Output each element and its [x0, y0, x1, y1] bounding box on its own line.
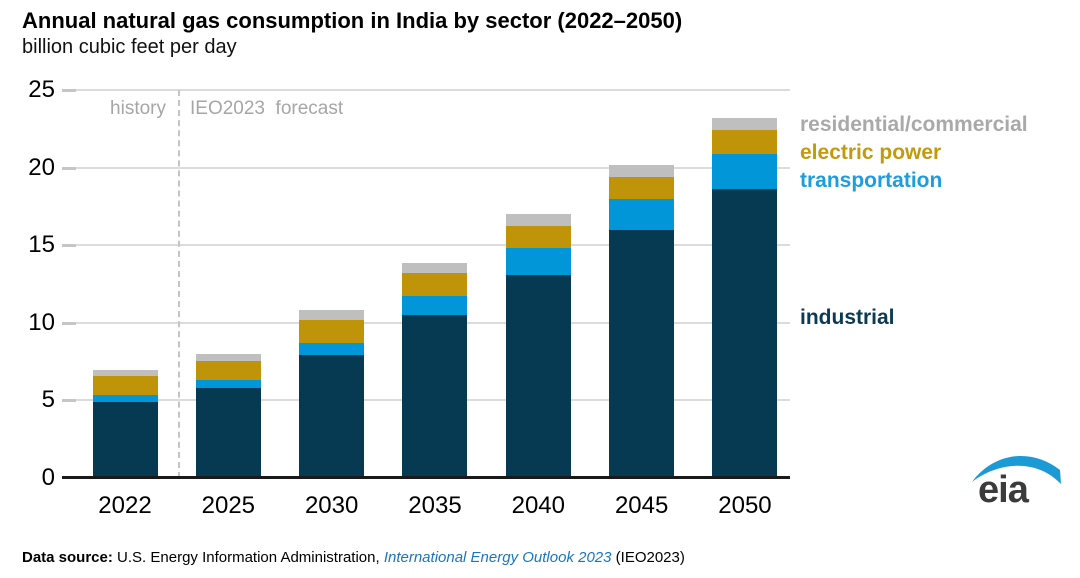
y-tick-label-0: 0 — [41, 464, 55, 491]
y-tick-label-15: 15 — [28, 231, 55, 259]
x-tick-label-2030: 2030 — [304, 492, 359, 519]
bar-segment-2022-residential-commercial — [92, 370, 158, 377]
bar-segment-2022-industrial — [92, 401, 158, 478]
bar-segment-2022-transportation — [92, 394, 158, 402]
eia-swoosh-icon — [972, 456, 1061, 484]
chart-units-subtitle: billion cubic feet per day — [22, 36, 237, 58]
x-tick-label-2045: 2045 — [614, 492, 669, 519]
bar-segment-2030-industrial — [299, 355, 365, 478]
data-source-label: Data source: — [22, 549, 113, 566]
bar-segment-2030-electric-power — [299, 320, 365, 343]
bar-segment-2050-industrial — [712, 189, 778, 478]
x-tick-label-2025: 2025 — [201, 492, 256, 519]
bar-segment-2040-transportation — [505, 248, 571, 275]
data-source-text: U.S. Energy Information Administration, — [112, 549, 384, 566]
y-tick-25 — [62, 89, 76, 92]
bar-segment-2035-residential-commercial — [402, 263, 468, 274]
legend-residential-commercial: residential/commercial — [800, 113, 1028, 136]
bar-segment-2025-industrial — [195, 387, 261, 478]
y-tick-label-20: 20 — [28, 153, 55, 181]
bar-segment-2035-industrial — [402, 315, 468, 478]
x-tick-label-2022: 2022 — [98, 492, 152, 519]
y-tick-label-5: 5 — [41, 386, 55, 414]
bar-segment-2045-industrial — [609, 229, 675, 478]
bar-segment-2050-transportation — [712, 153, 778, 190]
y-tick-label-10: 10 — [28, 308, 55, 336]
bar-segment-2022-electric-power — [92, 376, 158, 395]
data-source-note: Data source: U.S. Energy Information Adm… — [22, 549, 685, 566]
bar-segment-2040-industrial — [505, 274, 571, 478]
legend-industrial: industrial — [800, 306, 895, 329]
bar-segment-2040-residential-commercial — [505, 214, 571, 226]
history-annotation: history — [110, 98, 166, 119]
eia-logo-graphic: eia — [972, 456, 1061, 511]
x-axis-baseline — [62, 476, 790, 479]
x-tick-label-2040: 2040 — [511, 492, 565, 519]
bar-segment-2040-electric-power — [505, 225, 571, 249]
y-tick-20 — [62, 166, 76, 170]
y-tick-label-25: 25 — [28, 76, 55, 103]
gridline-y-15 — [62, 244, 790, 247]
gridline-y-25 — [62, 89, 790, 91]
bar-segment-2030-transportation — [299, 343, 365, 356]
bar-segment-2045-residential-commercial — [609, 164, 675, 177]
bar-segment-2045-electric-power — [609, 176, 675, 199]
bar-segment-2025-transportation — [195, 380, 261, 388]
y-tick-15 — [62, 244, 76, 248]
y-axis: 0 5 10 15 20 25 — [0, 77, 55, 491]
bar-segment-2025-residential-commercial — [195, 353, 261, 361]
legend-transportation: transportation — [800, 169, 943, 192]
x-tick-label-2050: 2050 — [718, 492, 772, 519]
bar-segment-2050-residential-commercial — [712, 117, 778, 131]
y-tick-5 — [62, 399, 76, 403]
x-tick-label-2035: 2035 — [408, 492, 462, 519]
legend-electric-power: electric power — [800, 141, 942, 164]
y-tick-10 — [62, 321, 76, 325]
ieo2023-report-link[interactable]: International Energy Outlook 2023 — [383, 549, 612, 566]
chart-title: Annual natural gas consumption in India … — [22, 8, 683, 33]
x-axis: 2022 2025 2030 2035 2040 2045 2050 — [62, 492, 790, 522]
eia-logo-text: eia — [978, 469, 1030, 510]
gridline-y-20 — [62, 166, 790, 169]
plot-area — [62, 89, 790, 478]
bar-segment-2025-electric-power — [195, 360, 261, 381]
bar-segment-2035-electric-power — [402, 273, 468, 297]
history-forecast-divider-line — [178, 90, 180, 478]
data-source-suffix: (IEO2023) — [611, 549, 685, 566]
bar-segment-2045-transportation — [609, 198, 675, 230]
bar-segment-2050-electric-power — [712, 130, 778, 154]
eia-logo: eia — [968, 446, 1068, 511]
bar-segment-2030-residential-commercial — [299, 310, 365, 321]
forecast-annotation: IEO2023 forecast — [190, 98, 344, 119]
bar-segment-2035-transportation — [402, 296, 468, 316]
